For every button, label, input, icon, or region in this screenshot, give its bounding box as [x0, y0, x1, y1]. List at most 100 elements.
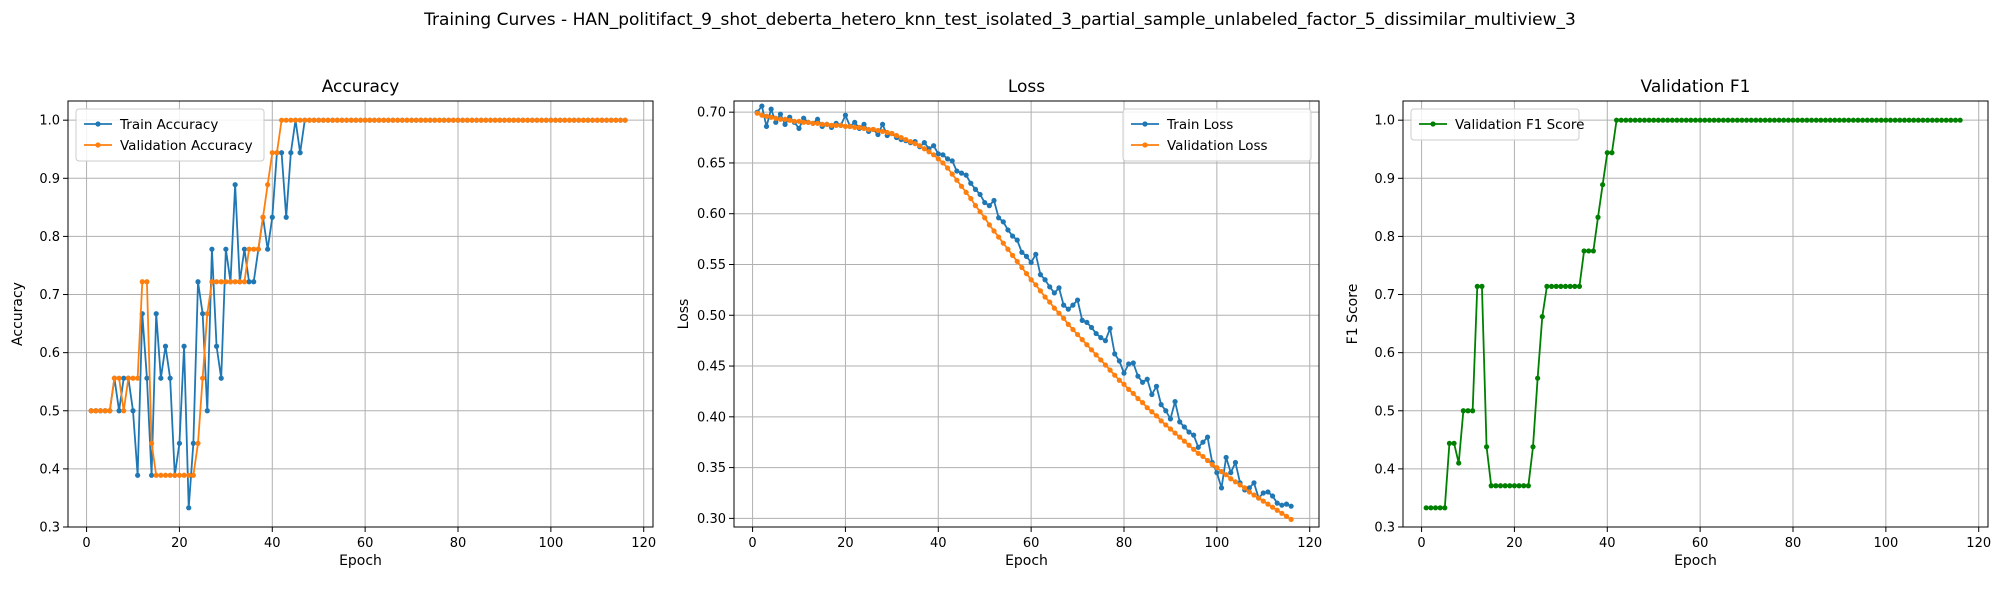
- data-point: [852, 119, 858, 125]
- data-point: [1098, 335, 1104, 341]
- data-point: [232, 182, 238, 188]
- data-point: [814, 120, 821, 126]
- data-point: [1269, 504, 1276, 510]
- data-point: [1209, 461, 1215, 468]
- data-point: [1460, 408, 1466, 414]
- data-point: [227, 279, 234, 285]
- data-point: [1172, 430, 1178, 436]
- legend-swatch-marker: [1142, 142, 1148, 148]
- data-point: [241, 279, 248, 285]
- legend-label: Validation Loss: [1167, 138, 1268, 154]
- data-point: [1669, 117, 1675, 123]
- data-point: [1014, 237, 1020, 243]
- data-point: [617, 117, 624, 123]
- data-point: [968, 180, 974, 186]
- x-tick-label: 20: [1506, 536, 1523, 551]
- data-point: [1061, 302, 1067, 308]
- data-point: [1567, 283, 1573, 289]
- y-tick-label: 1.0: [1374, 114, 1395, 129]
- data-point: [759, 112, 765, 118]
- y-tick-label: 0.60: [697, 207, 726, 222]
- data-point: [1878, 117, 1884, 123]
- data-point: [422, 117, 429, 123]
- data-point: [330, 117, 336, 123]
- data-point: [408, 117, 415, 123]
- data-point: [884, 129, 890, 136]
- data-point: [148, 440, 155, 446]
- data-point: [413, 117, 419, 123]
- data-point: [1223, 454, 1229, 461]
- data-point: [1804, 117, 1810, 123]
- data-point: [1423, 505, 1429, 511]
- data-point: [935, 156, 941, 162]
- data-point: [195, 279, 201, 285]
- data-point: [1084, 319, 1090, 325]
- data-point: [385, 117, 391, 123]
- data-point: [921, 146, 927, 152]
- data-point: [1516, 483, 1522, 489]
- data-point: [97, 408, 104, 414]
- data-point: [274, 150, 280, 156]
- data-point: [972, 203, 979, 209]
- data-point: [1274, 507, 1280, 513]
- data-point: [181, 472, 187, 478]
- data-point: [1195, 450, 1201, 456]
- data-point: [1232, 479, 1239, 485]
- data-point: [278, 117, 285, 123]
- data-point: [213, 279, 220, 285]
- data-point: [1683, 117, 1689, 123]
- data-point: [982, 199, 988, 206]
- y-tick-label: 0.4: [1374, 462, 1395, 477]
- data-point: [782, 121, 788, 127]
- data-point: [1047, 299, 1053, 305]
- data-point: [548, 117, 554, 123]
- data-point: [237, 279, 243, 285]
- data-point: [1627, 117, 1634, 123]
- data-point: [1130, 360, 1136, 366]
- y-tick-label: 0.50: [697, 309, 726, 324]
- data-point: [1056, 310, 1062, 316]
- data-point: [1632, 117, 1638, 123]
- y-tick-label: 0.8: [39, 230, 60, 245]
- data-point: [311, 117, 317, 123]
- x-tick-label: 100: [1873, 536, 1898, 551]
- data-point: [209, 246, 215, 252]
- data-point: [1279, 502, 1285, 508]
- data-point: [1079, 337, 1085, 343]
- data-point: [111, 375, 118, 381]
- data-point: [996, 234, 1002, 240]
- x-tick-label: 100: [538, 536, 563, 551]
- data-point: [427, 117, 433, 123]
- data-point: [460, 117, 466, 123]
- data-point: [1139, 400, 1146, 406]
- x-axis-label: Epoch: [339, 553, 382, 569]
- data-point: [759, 103, 765, 109]
- y-axis-label: Accuracy: [10, 282, 26, 346]
- data-point: [777, 116, 784, 122]
- data-point: [991, 228, 997, 234]
- data-point: [172, 472, 178, 478]
- series-markers-2: [88, 117, 628, 478]
- data-point: [93, 408, 99, 414]
- data-point: [1716, 117, 1722, 123]
- data-point: [1158, 418, 1164, 424]
- y-tick-label: 1.0: [39, 114, 60, 129]
- data-point: [1706, 117, 1713, 123]
- data-point: [1604, 150, 1610, 156]
- data-point: [190, 472, 196, 478]
- data-point: [1595, 214, 1601, 220]
- data-point: [1613, 117, 1620, 123]
- data-point: [791, 118, 797, 124]
- x-tick-label: 0: [748, 536, 756, 551]
- data-point: [176, 472, 183, 478]
- data-point: [1483, 444, 1490, 450]
- data-point: [801, 115, 807, 121]
- data-point: [232, 279, 238, 285]
- y-tick-label: 0.45: [697, 360, 726, 375]
- data-point: [1172, 398, 1178, 405]
- data-point: [1432, 505, 1439, 511]
- data-point: [218, 279, 224, 285]
- data-point: [1651, 117, 1657, 123]
- data-point: [1163, 422, 1169, 428]
- chart-title: Accuracy: [322, 77, 400, 97]
